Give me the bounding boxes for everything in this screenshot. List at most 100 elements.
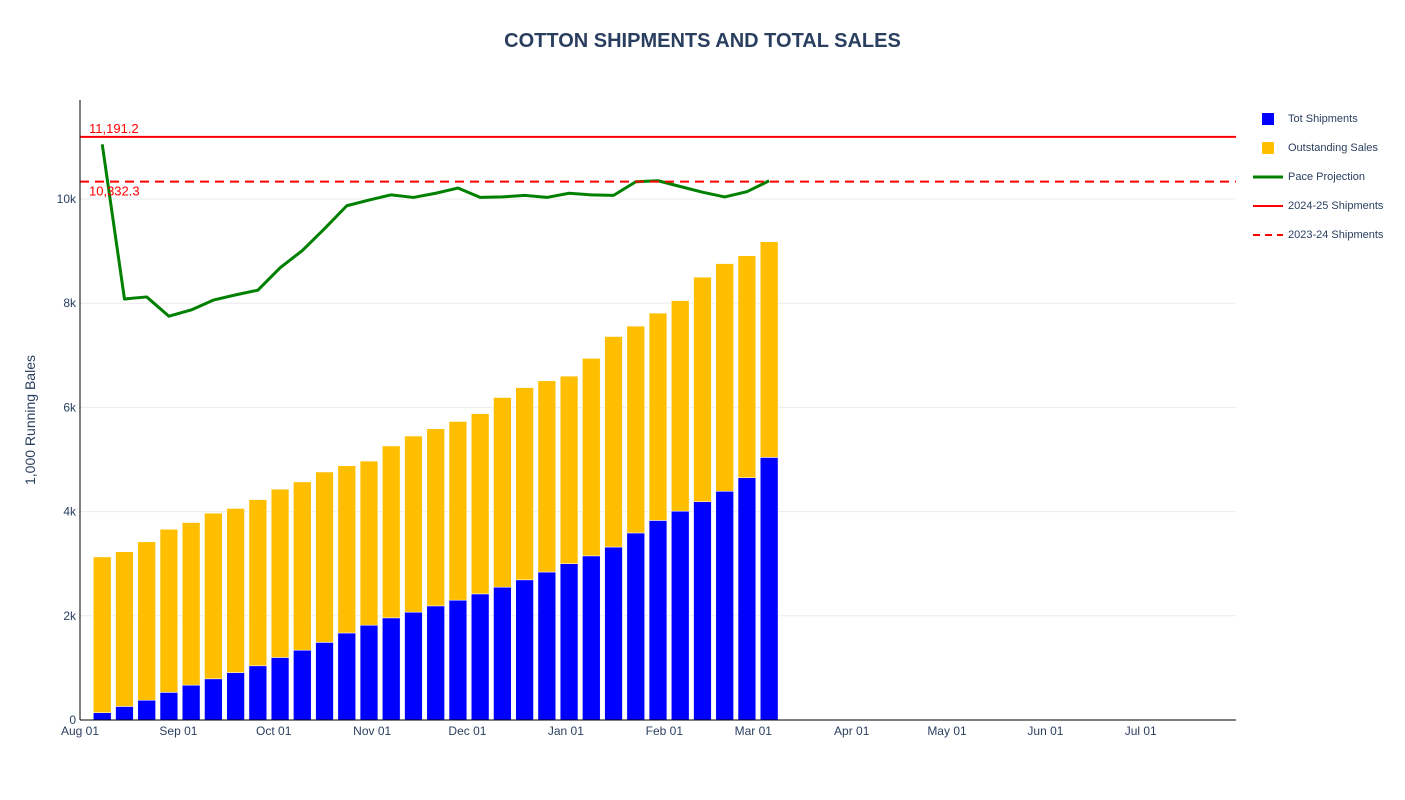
legend-swatch-outstanding-sales	[1262, 141, 1274, 154]
legend-label-pace-projection: Pace Projection	[1288, 170, 1366, 183]
bar-outstanding-sales[interactable]	[559, 375, 579, 564]
x-tick-label: Sep 01	[159, 724, 197, 738]
bar-tot-shipments[interactable]	[515, 579, 534, 721]
legend-swatch-tot-shipments	[1262, 112, 1274, 125]
y-tick-label: 2k	[63, 609, 77, 623]
bar-outstanding-sales[interactable]	[604, 336, 623, 548]
bar-tot-shipments[interactable]	[760, 457, 779, 721]
bar-tot-shipments[interactable]	[559, 563, 579, 721]
legend-label-tot-shipments: Tot Shipments	[1288, 112, 1358, 125]
line-series	[100, 144, 770, 318]
bar-tot-shipments[interactable]	[359, 624, 379, 721]
bar-tot-shipments[interactable]	[648, 520, 668, 721]
bar-tot-shipments[interactable]	[226, 672, 245, 721]
y-tick-label: 6k	[63, 400, 77, 414]
bar-tot-shipments[interactable]	[671, 510, 690, 721]
legend-swatch-2023-24-shipments	[1253, 233, 1283, 236]
reference-label-2023-24-shipments: 10,332.3	[89, 184, 140, 199]
bar-tot-shipments[interactable]	[93, 712, 112, 721]
bar-outstanding-sales[interactable]	[471, 413, 490, 595]
x-tick-label: Jun 01	[1027, 724, 1063, 738]
bar-tot-shipments[interactable]	[137, 699, 156, 721]
bar-outstanding-sales[interactable]	[93, 556, 112, 713]
legend-item-tot-shipments[interactable]: Tot Shipments	[1252, 104, 1383, 133]
bar-tot-shipments[interactable]	[471, 593, 490, 721]
legend-item-pace-projection[interactable]: Pace Projection	[1252, 162, 1383, 191]
bar-tot-shipments[interactable]	[182, 684, 201, 721]
bar-outstanding-sales[interactable]	[115, 551, 134, 707]
reference-lines: 11,191.2 10,332.3	[80, 121, 1236, 199]
bar-outstanding-sales[interactable]	[582, 358, 601, 557]
bar-tot-shipments[interactable]	[248, 665, 267, 721]
bar-tot-shipments[interactable]	[582, 555, 601, 721]
bar-outstanding-sales[interactable]	[715, 263, 734, 492]
bar-outstanding-sales[interactable]	[693, 276, 712, 502]
bar-outstanding-sales[interactable]	[248, 499, 267, 667]
x-tick-label: Aug 01	[61, 724, 99, 738]
bar-outstanding-sales[interactable]	[404, 435, 423, 613]
bar-tot-shipments[interactable]	[315, 642, 334, 721]
legend-item-outstanding-sales[interactable]: Outstanding Sales	[1252, 133, 1383, 162]
reference-label-2024-25-shipments: 11,191.2	[89, 121, 139, 136]
legend-label-2024-25-shipments: 2024-25 Shipments	[1288, 199, 1384, 212]
bar-outstanding-sales[interactable]	[270, 488, 290, 658]
bar-outstanding-sales[interactable]	[671, 300, 690, 512]
legend-swatch-pace-projection	[1253, 175, 1283, 178]
axes: 0 2k 4k 6k 8k 10k Aug 01 Sep 01 Oct 01 Nov 01 Dec …	[22, 100, 1236, 738]
bar-outstanding-sales[interactable]	[204, 512, 223, 680]
bar-tot-shipments[interactable]	[270, 657, 290, 721]
legend-swatch-2024-25-shipments	[1253, 204, 1283, 207]
x-tick-label: May 01	[927, 724, 967, 738]
chart-title: COTTON SHIPMENTS AND TOTAL SALES	[504, 30, 901, 52]
bar-tot-shipments[interactable]	[404, 611, 423, 721]
x-tick-label: Feb 01	[646, 724, 684, 738]
x-tick-label: Nov 01	[353, 724, 391, 738]
bar-tot-shipments[interactable]	[293, 649, 312, 721]
bar-tot-shipments[interactable]	[715, 491, 734, 721]
x-tick-label: Dec 01	[448, 724, 486, 738]
bar-outstanding-sales[interactable]	[760, 241, 779, 458]
bar-tot-shipments[interactable]	[626, 532, 645, 721]
x-tick-label: Jul 01	[1125, 724, 1157, 738]
bar-outstanding-sales[interactable]	[493, 397, 512, 588]
bar-tot-shipments[interactable]	[159, 692, 179, 721]
bar-tot-shipments[interactable]	[426, 605, 445, 721]
y-tick-label: 10k	[57, 192, 77, 206]
y-axis-title: 1,000 Running Bales	[22, 355, 38, 485]
bar-outstanding-sales[interactable]	[137, 541, 156, 701]
line-pace-projection[interactable]	[100, 144, 770, 318]
legend-label-outstanding-sales: Outstanding Sales	[1288, 141, 1378, 154]
bar-tot-shipments[interactable]	[448, 599, 468, 721]
bar-outstanding-sales[interactable]	[159, 529, 179, 693]
y-tick-label: 4k	[63, 505, 77, 519]
bar-outstanding-sales[interactable]	[515, 387, 534, 581]
legend-label-2023-24-shipments: 2023-24 Shipments	[1288, 228, 1384, 241]
bar-tot-shipments[interactable]	[493, 586, 512, 721]
bar-outstanding-sales[interactable]	[426, 428, 445, 607]
x-tick-label: Jan 01	[548, 724, 584, 738]
bar-tot-shipments[interactable]	[115, 706, 134, 721]
bar-outstanding-sales[interactable]	[648, 312, 668, 521]
bar-tot-shipments[interactable]	[382, 617, 401, 721]
bar-outstanding-sales[interactable]	[315, 471, 334, 643]
legend-item-2023-24-shipments[interactable]: 2023-24 Shipments	[1252, 220, 1383, 249]
legend-item-2024-25-shipments[interactable]: 2024-25 Shipments	[1252, 191, 1383, 220]
bar-tot-shipments[interactable]	[693, 501, 712, 721]
bar-outstanding-sales[interactable]	[226, 508, 245, 673]
bar-tot-shipments[interactable]	[737, 477, 757, 721]
bar-tot-shipments[interactable]	[604, 546, 623, 721]
bar-outstanding-sales[interactable]	[182, 522, 201, 686]
bar-outstanding-sales[interactable]	[737, 255, 757, 478]
bar-outstanding-sales[interactable]	[293, 481, 312, 651]
bar-outstanding-sales[interactable]	[626, 325, 645, 534]
bar-outstanding-sales[interactable]	[382, 445, 401, 619]
bar-outstanding-sales[interactable]	[537, 380, 556, 573]
bar-outstanding-sales[interactable]	[337, 465, 356, 634]
bar-outstanding-sales[interactable]	[448, 421, 468, 601]
bar-tot-shipments[interactable]	[337, 632, 356, 721]
y-tick-label: 0	[69, 713, 76, 727]
bar-tot-shipments[interactable]	[204, 678, 223, 721]
bar-tot-shipments[interactable]	[537, 571, 556, 721]
bar-outstanding-sales[interactable]	[359, 460, 379, 626]
